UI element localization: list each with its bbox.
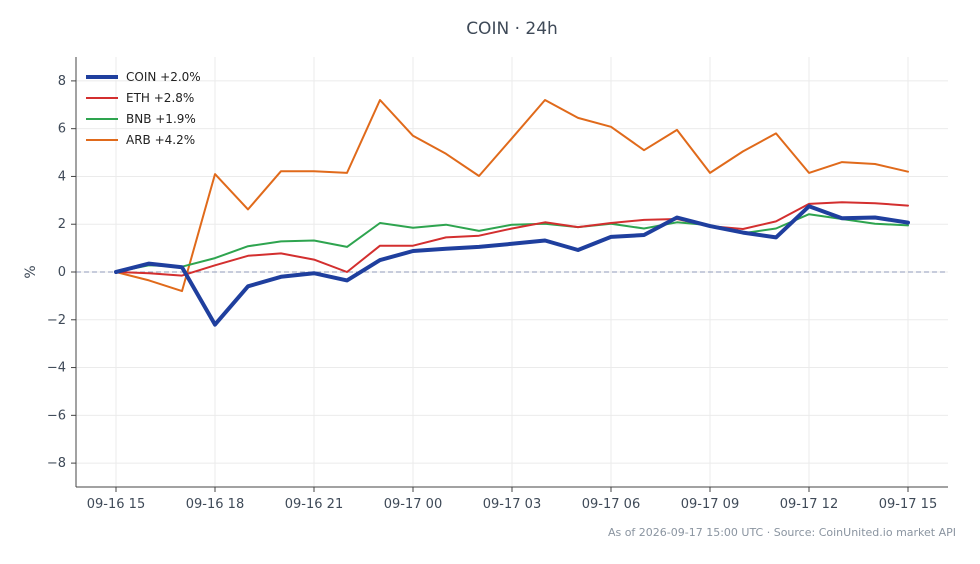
y-tick-label: 8 — [58, 74, 66, 89]
chart-footer-source: As of 2026-09-17 15:00 UTC · Source: Coi… — [607, 526, 956, 539]
series-line-bnb — [115, 213, 909, 273]
legend-swatch — [86, 74, 118, 79]
legend-item: COIN +2.0% — [86, 66, 201, 87]
legend-item: ARB +4.2% — [86, 129, 201, 150]
x-tick-label: 09-17 15 — [879, 497, 937, 512]
x-tick-label: 09-16 15 — [87, 497, 145, 512]
x-tick-label: 09-16 21 — [285, 497, 343, 512]
series-line-coin — [114, 204, 910, 327]
legend-label: COIN +2.0% — [126, 69, 201, 84]
y-tick-label: 6 — [58, 122, 66, 137]
x-tick-label: 09-17 00 — [384, 497, 442, 512]
legend-swatch — [86, 117, 118, 120]
legend-label: BNB +1.9% — [126, 111, 196, 126]
y-tick-label: 4 — [58, 169, 66, 184]
x-tick-label: 09-17 03 — [483, 497, 541, 512]
y-tick-label: −8 — [47, 456, 66, 471]
legend-label: ARB +4.2% — [126, 132, 196, 147]
series-line-eth — [115, 201, 909, 277]
x-tick-label: 09-17 06 — [582, 497, 640, 512]
x-tick-label: 09-17 09 — [681, 497, 739, 512]
chart-title: COIN · 24h — [466, 19, 558, 39]
legend-swatch — [86, 138, 118, 141]
y-tick-label: −2 — [47, 313, 66, 328]
legend-item: ETH +2.8% — [86, 87, 201, 108]
x-tick-label: 09-16 18 — [186, 497, 244, 512]
y-tick-label: −4 — [47, 361, 66, 376]
series-line-arb — [115, 99, 909, 293]
y-tick-label: 2 — [58, 217, 66, 232]
legend-label: ETH +2.8% — [126, 90, 195, 105]
legend-item: BNB +1.9% — [86, 108, 201, 129]
legend-swatch — [86, 96, 118, 99]
x-tick-label: 09-17 12 — [780, 497, 838, 512]
y-axis-label: % — [23, 265, 39, 278]
y-tick-label: 0 — [58, 265, 66, 280]
y-tick-label: −6 — [47, 408, 66, 423]
chart-legend: COIN +2.0% ETH +2.8% BNB +1.9% ARB +4.2% — [86, 66, 201, 150]
